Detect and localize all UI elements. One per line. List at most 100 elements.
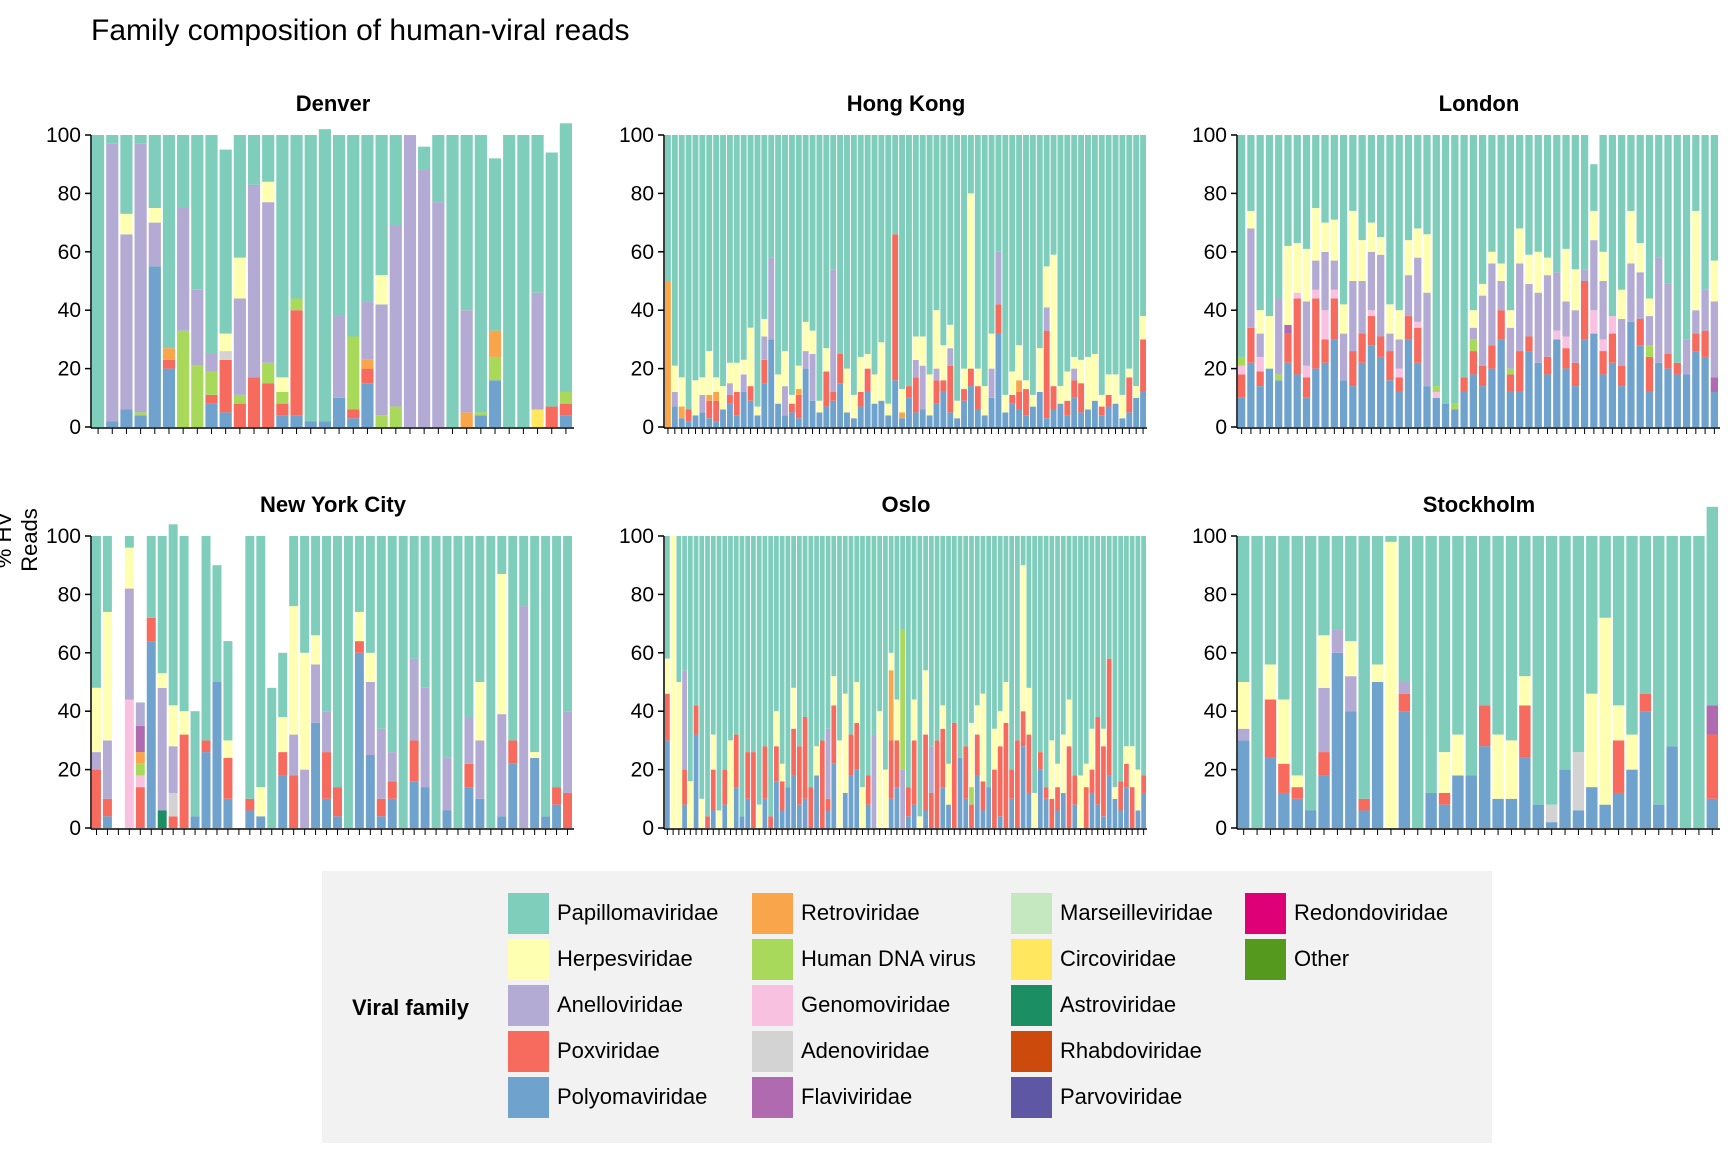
bar-segment-genomoviridae: [1414, 321, 1422, 328]
bar-segment-polyomaviridae: [1545, 822, 1558, 828]
bar-segment-poxviridae: [761, 359, 768, 384]
bar-segment-herpesviridae: [1492, 734, 1504, 799]
legend-swatch: [1011, 938, 1052, 980]
bar-segment-papillomaviridae: [1682, 135, 1691, 340]
bar-segment-papillomaviridae: [1590, 164, 1598, 211]
bar-segment-papillomaviridae: [864, 135, 871, 354]
bar-segment-papillomaviridae: [464, 536, 474, 718]
bar-segment-papillomaviridae: [1318, 536, 1330, 636]
bar-segment-human-dna-virus: [474, 412, 487, 416]
bar-segment-papillomaviridae: [233, 135, 246, 258]
bar-segment-polyomaviridae: [933, 403, 940, 427]
bar-segment-herpesviridae: [1497, 263, 1505, 281]
legend-item-adenoviridae: Adenoviridae: [752, 1029, 929, 1073]
bar-segment-polyomaviridae: [1135, 810, 1141, 828]
bar-segment-herpesviridae: [1345, 641, 1357, 677]
bar-segment-polyomaviridae: [940, 787, 946, 828]
bar-segment-papillomaviridae: [1679, 536, 1692, 828]
bar-segment-polyomaviridae: [1278, 792, 1290, 828]
bar-segment-herpesviridae: [992, 728, 997, 770]
bar-segment-poxviridae: [563, 792, 572, 828]
bar-segment-polyomaviridae: [980, 810, 986, 828]
bar-segment-papillomaviridae: [775, 135, 782, 375]
bar-segment-anelloviridae: [825, 728, 831, 799]
bar-segment-anelloviridae: [682, 670, 687, 770]
bar-segment-human-dna-virus: [559, 391, 572, 404]
bar-segment-polyomaviridae: [785, 787, 791, 828]
bar-segment-papillomaviridae: [1339, 135, 1348, 305]
bar-segment-poxviridae: [1386, 351, 1394, 381]
bar-segment-polyomaviridae: [256, 816, 266, 828]
bar-segment-polyomaviridae: [825, 810, 831, 828]
bar-segment-poxviridae: [892, 234, 899, 381]
bar-segment-papillomaviridae: [1645, 135, 1654, 299]
bar-segment-polyomaviridae: [926, 415, 933, 427]
bar-segment-papillomaviridae: [1627, 135, 1635, 211]
bar-segment-anelloviridae: [191, 289, 204, 366]
bar-segment-astroviridae: [157, 810, 167, 828]
bar-segment-papillomaviridae: [877, 536, 883, 712]
bar-segment-papillomaviridae: [761, 135, 768, 319]
bar-segment-human-dna-virus: [1432, 386, 1440, 392]
bar-segment-herpesviridae: [1469, 310, 1477, 328]
bar-segment-poxviridae: [1256, 371, 1264, 387]
y-tick-label: 100: [619, 525, 654, 548]
y-tick-label: 20: [58, 759, 81, 782]
bar-segment-polyomaviridae: [733, 787, 739, 828]
y-tick-label: 60: [58, 241, 81, 264]
bar-segment-papillomaviridae: [223, 641, 233, 741]
bar-segment-papillomaviridae: [157, 536, 167, 674]
bar-segment-herpesviridae: [728, 740, 733, 828]
bar-segment-poxviridae: [247, 377, 261, 427]
bar-segment-herpesviridae: [300, 652, 310, 770]
bar-segment-anelloviridae: [376, 728, 386, 799]
bar-segment-anelloviridae: [389, 225, 402, 407]
bar-segment-papillomaviridae: [106, 135, 119, 144]
bar-segment-poxviridae: [685, 409, 692, 422]
bar-segment-herpesviridae: [877, 711, 883, 828]
legend-item-polyomaviridae: Polyomaviridae: [508, 1075, 707, 1119]
bar-segment-anelloviridae: [1321, 251, 1329, 311]
bar-segment-papillomaviridae: [304, 135, 317, 422]
bar-segment-herpesviridae: [1293, 243, 1301, 293]
bar-segment-polyomaviridae: [1543, 374, 1552, 427]
bar-segment-anelloviridae: [1330, 260, 1338, 290]
bar-segment-poxviridae: [823, 371, 830, 407]
bar-segment-herpesviridae: [1078, 359, 1085, 384]
bar-segment-papillomaviridae: [1395, 135, 1403, 311]
bar-segment-papillomaviridae: [1043, 135, 1050, 267]
bar-segment-anelloviridae: [1645, 316, 1654, 346]
bar-segment-polyomaviridae: [1516, 391, 1524, 427]
bar-segment-polyomaviridae: [162, 368, 176, 427]
bar-segment-polyomaviridae: [802, 798, 808, 828]
bar-segment-polyomaviridae: [205, 403, 218, 427]
bar-segment-polyomaviridae: [1519, 757, 1531, 828]
bar-segment-papillomaviridae: [871, 135, 878, 375]
bar-segment-papillomaviridae: [519, 536, 529, 607]
bar-segment-anelloviridae: [177, 208, 190, 331]
bar-segment-herpesviridae: [885, 403, 892, 416]
bar-segment-poxviridae: [1645, 356, 1654, 392]
bar-segment-polyomaviridae: [1238, 740, 1250, 828]
bar-segment-polyomaviridae: [1112, 403, 1119, 427]
bar-segment-herpesviridae: [733, 362, 740, 392]
bar-segment-poxviridae: [912, 377, 919, 413]
bar-segment-anelloviridae: [1506, 327, 1515, 369]
bar-segment-herpesviridae: [699, 798, 705, 828]
bar-segment-genomoviridae: [1553, 330, 1561, 340]
bar-segment-anelloviridae: [1479, 295, 1487, 366]
bar-segment-human-dna-virus: [1469, 339, 1477, 352]
bar-segment-poxviridae: [322, 752, 331, 799]
bar-segment-herpesviridae: [157, 673, 167, 688]
bar-segment-papillomaviridae: [1003, 536, 1009, 682]
bar-segment-genomoviridae: [1432, 391, 1440, 398]
bar-segment-polyomaviridae: [212, 682, 222, 828]
bar-segment-poxviridae: [961, 389, 967, 401]
bar-segment-herpesviridae: [947, 324, 954, 349]
bar-segment-poxviridae: [1543, 356, 1552, 375]
bar-segment-anelloviridae: [726, 383, 733, 395]
bar-segment-anelloviridae: [418, 170, 431, 428]
bar-segment-papillomaviridae: [460, 135, 473, 311]
bar-segment-anelloviridae: [106, 143, 119, 422]
bar-segment-papillomaviridae: [1083, 536, 1089, 764]
